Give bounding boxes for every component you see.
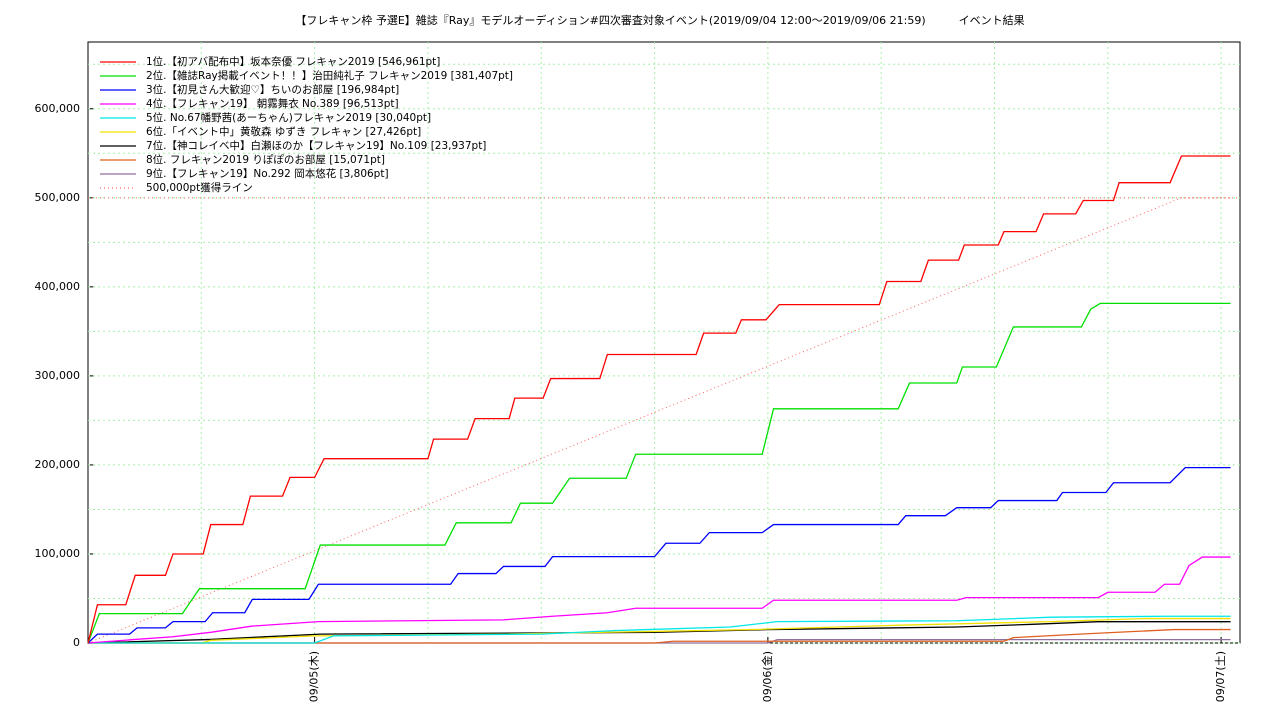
y-tick-label: 100,000 [35,547,81,560]
x-tick-label: 09/05(木) [308,651,321,702]
legend-label: 3位.【初見さん大歓迎♡】ちいのお部屋 [196,984pt] [146,83,399,96]
y-tick-label: 600,000 [35,102,81,115]
legend-label: 1位.【初アバ配布中】坂本奈優 フレキャン2019 [546,961pt] [146,55,440,68]
y-tick-label: 400,000 [35,280,81,293]
series-line [87,197,1231,644]
y-tick-label: 200,000 [35,458,81,471]
x-tick-label: 09/07(土) [1214,651,1227,702]
series-line [87,302,1231,644]
series-line [87,155,1231,644]
series-line [87,466,1231,644]
legend-label: 8位. フレキャン2019 りぽぽのお部屋 [15,071pt] [146,153,385,166]
legend-label: 6位.「イベント中」黄敬森 ゆずき フレキャン [27,426pt] [146,125,421,138]
legend-label: 500,000pt獲得ライン [146,181,253,194]
legend-label: 5位. No.67幡野茜(あーちゃん)フレキャン2019 [30,040pt] [146,111,431,124]
chart-title: 【フレキャン枠 予選E】雑誌『Ray』モデルオーディション#四次審査対象イベント… [295,13,1024,27]
series-line [88,617,1231,644]
legend-label: 4位.【フレキャン19】 朝霧舞衣 No.389 [96,513pt] [146,97,399,110]
legend-label: 7位.【神コレイベ中】白瀬ほのか【フレキャン19】No.109 [23,937p… [146,139,486,152]
legend-label: 2位.【雑誌Ray掲載イベント！！】治田純礼子 フレキャン2019 [381,4… [146,69,513,82]
y-tick-label: 300,000 [35,369,81,382]
y-tick-label: 0 [73,636,80,649]
x-tick-label: 09/06(金) [760,651,774,702]
series-line [88,615,1231,644]
legend-label: 9位.【フレキャン19】No.292 岡本悠花 [3,806pt] [146,167,389,180]
y-tick-label: 500,000 [35,191,81,204]
series-line [87,556,1231,644]
series-line [88,628,1231,644]
